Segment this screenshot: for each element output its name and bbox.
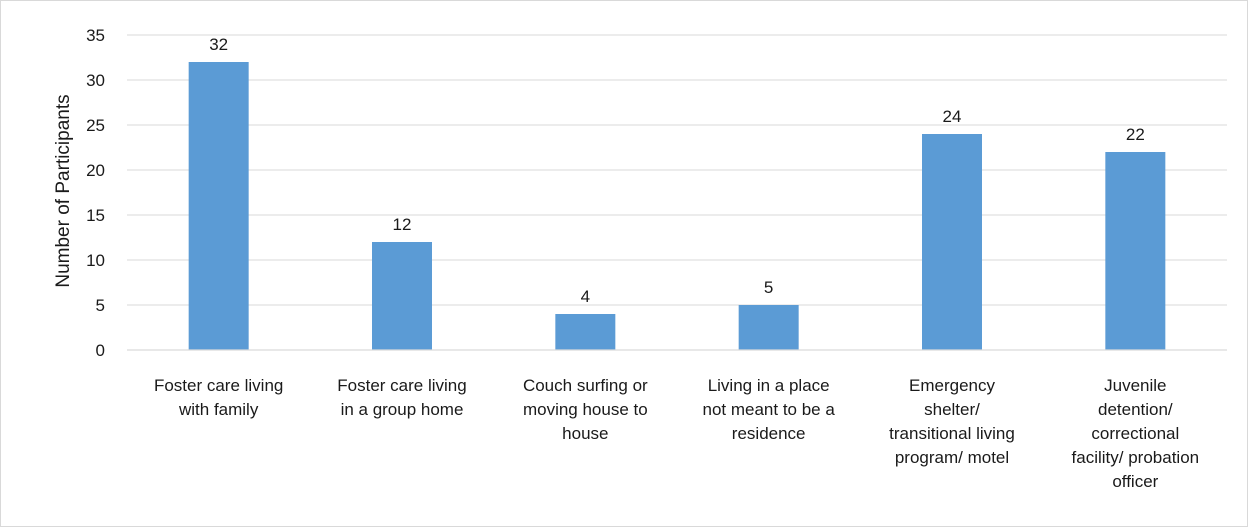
- x-category-label: in a group home: [341, 400, 464, 419]
- data-label: 24: [943, 107, 962, 126]
- bar: [922, 134, 982, 350]
- data-label: 32: [209, 35, 228, 54]
- bars: [188, 62, 1166, 350]
- x-category-label: detention/: [1098, 400, 1173, 419]
- x-category-label: Foster care living: [337, 376, 466, 395]
- y-tick-label: 10: [86, 251, 105, 270]
- labels: 0 5 10 15 20 25 30 35 32 Foster care living with f…: [86, 26, 1199, 491]
- y-tick-label: 25: [86, 116, 105, 135]
- x-category-label: Emergency: [909, 376, 995, 395]
- x-category-label: Living in a place: [708, 376, 830, 395]
- x-category-label: house: [562, 424, 608, 443]
- x-category-label: facility/ probation: [1072, 448, 1200, 467]
- x-category-label: Couch surfing or: [523, 376, 648, 395]
- x-category-label: officer: [1112, 472, 1158, 491]
- data-label: 4: [581, 287, 590, 306]
- data-label: 5: [764, 278, 773, 297]
- x-category-label: with family: [178, 400, 259, 419]
- x-category-label: transitional living: [889, 424, 1015, 443]
- y-axis-title: Number of Participants: [53, 94, 74, 287]
- grid-lines: [127, 34, 1227, 306]
- bar: [1105, 152, 1166, 350]
- data-label: 12: [393, 215, 412, 234]
- y-tick-label: 5: [96, 296, 105, 315]
- y-tick-label: 30: [86, 71, 105, 90]
- bar: [372, 242, 432, 350]
- x-category-label: residence: [732, 424, 806, 443]
- x-category-label: not meant to be a: [703, 400, 836, 419]
- bar: [738, 305, 799, 350]
- bar: [188, 62, 249, 350]
- x-category-label: moving house to: [523, 400, 648, 419]
- y-tick-label: 20: [86, 161, 105, 180]
- x-category-label: Foster care living: [154, 376, 283, 395]
- y-tick-label: 35: [86, 26, 105, 45]
- bar: [555, 314, 616, 350]
- y-tick-label: 15: [86, 206, 105, 225]
- data-label: 22: [1126, 125, 1145, 144]
- x-category-label: Juvenile: [1104, 376, 1166, 395]
- x-category-label: shelter/: [924, 400, 980, 419]
- y-tick-label: 0: [96, 341, 105, 360]
- x-category-label: program/ motel: [895, 448, 1009, 467]
- x-category-label: correctional: [1091, 424, 1179, 443]
